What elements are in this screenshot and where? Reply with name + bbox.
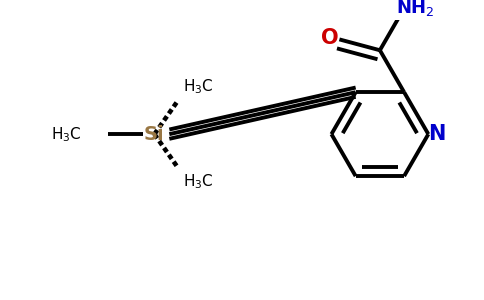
Text: O: O — [321, 28, 339, 47]
Text: H$_3$C: H$_3$C — [51, 125, 82, 143]
Text: N: N — [428, 124, 445, 144]
Text: NH$_2$: NH$_2$ — [396, 0, 435, 18]
Text: H$_3$C: H$_3$C — [183, 172, 214, 191]
Text: H$_3$C: H$_3$C — [183, 77, 214, 96]
Text: Si: Si — [144, 125, 165, 144]
